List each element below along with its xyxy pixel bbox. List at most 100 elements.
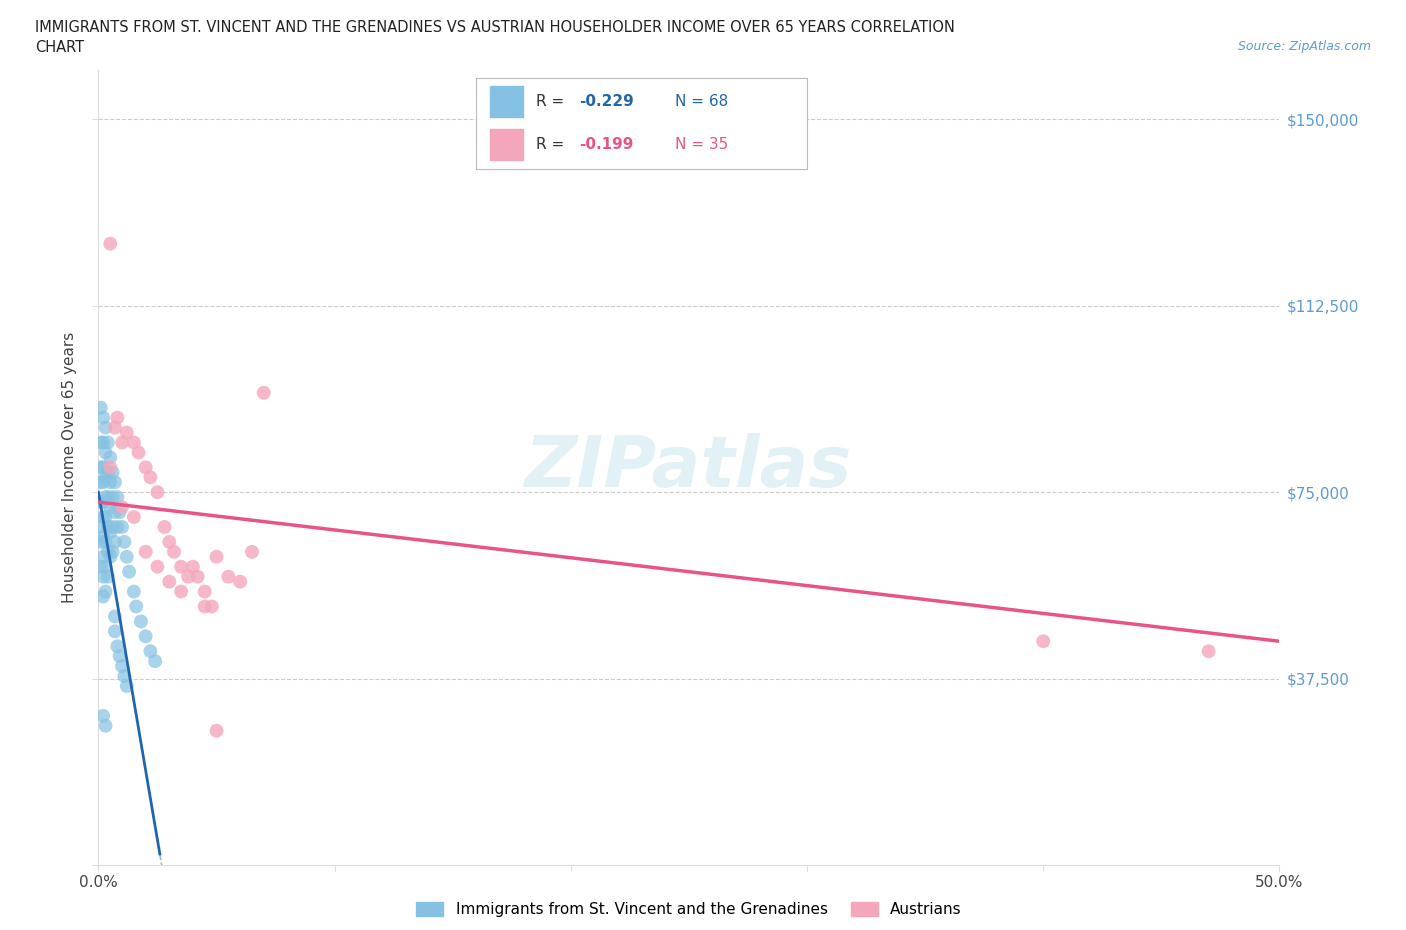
Point — [98, 550, 121, 565]
Point — [139, 470, 162, 485]
Point — [135, 544, 157, 559]
Point — [139, 644, 162, 658]
Point — [181, 559, 204, 574]
Text: Source: ZipAtlas.com: Source: ZipAtlas.com — [1237, 40, 1371, 53]
Point — [205, 724, 228, 738]
Point — [111, 520, 134, 535]
Point — [101, 490, 124, 505]
Point — [90, 559, 112, 574]
Point — [253, 385, 276, 400]
Point — [91, 510, 114, 525]
Point — [108, 505, 131, 520]
Point — [105, 410, 128, 425]
Text: CHART: CHART — [35, 40, 84, 55]
Point — [97, 544, 120, 559]
Legend: Immigrants from St. Vincent and the Grenadines, Austrians: Immigrants from St. Vincent and the Gren… — [416, 902, 962, 917]
Point — [98, 450, 121, 465]
Point — [91, 475, 114, 490]
Point — [146, 559, 169, 574]
Point — [91, 495, 114, 510]
Point — [91, 435, 114, 450]
Point — [98, 236, 121, 251]
Point — [105, 639, 128, 654]
Point — [153, 520, 176, 535]
Point — [104, 420, 127, 435]
Point — [94, 718, 117, 733]
Point — [97, 490, 120, 505]
Point — [101, 544, 124, 559]
Point — [104, 505, 127, 520]
Point — [205, 550, 228, 565]
Point — [201, 599, 224, 614]
Point — [104, 624, 127, 639]
Point — [112, 535, 135, 550]
Point — [98, 499, 121, 514]
Point — [94, 470, 117, 485]
Point — [90, 520, 112, 535]
Point — [91, 550, 114, 565]
Point — [118, 565, 141, 579]
Point — [135, 629, 157, 644]
Point — [170, 559, 193, 574]
Point — [111, 435, 134, 450]
Point — [229, 574, 252, 589]
Point — [217, 569, 239, 584]
Point — [104, 475, 127, 490]
Text: ZIPatlas: ZIPatlas — [526, 432, 852, 502]
Point — [125, 599, 148, 614]
Point — [90, 400, 112, 415]
Point — [97, 569, 120, 584]
Point — [101, 520, 124, 535]
Point — [98, 475, 121, 490]
Point — [115, 425, 138, 440]
Point — [163, 544, 186, 559]
Point — [94, 559, 117, 574]
Point — [177, 569, 200, 584]
Point — [157, 535, 180, 550]
Point — [91, 589, 114, 604]
Point — [128, 445, 150, 459]
Point — [143, 654, 166, 669]
Point — [94, 420, 117, 435]
Point — [91, 410, 114, 425]
Point — [194, 599, 217, 614]
Point — [170, 584, 193, 599]
Point — [97, 435, 120, 450]
Point — [108, 649, 131, 664]
Point — [115, 679, 138, 694]
Point — [157, 574, 180, 589]
Point — [129, 614, 152, 629]
Point — [98, 460, 121, 475]
Point — [94, 490, 117, 505]
Point — [146, 485, 169, 499]
Point — [111, 499, 134, 514]
Point — [240, 544, 263, 559]
Point — [105, 490, 128, 505]
Point — [90, 475, 112, 490]
Point — [90, 495, 112, 510]
Point — [122, 510, 145, 525]
Point — [104, 609, 127, 624]
Point — [97, 465, 120, 480]
Point — [90, 535, 112, 550]
Point — [187, 569, 209, 584]
Point — [112, 669, 135, 684]
Point — [91, 709, 114, 724]
Point — [91, 569, 114, 584]
Point — [91, 460, 114, 475]
Point — [98, 525, 121, 539]
Y-axis label: Householder Income Over 65 years: Householder Income Over 65 years — [62, 332, 77, 603]
Point — [94, 510, 117, 525]
Point — [115, 550, 138, 565]
Point — [90, 460, 112, 475]
Point — [94, 445, 117, 459]
Point — [1032, 634, 1054, 649]
Point — [91, 529, 114, 544]
Point — [122, 435, 145, 450]
Point — [101, 465, 124, 480]
Point — [1198, 644, 1220, 658]
Point — [105, 520, 128, 535]
Point — [90, 435, 112, 450]
Point — [135, 460, 157, 475]
Point — [194, 584, 217, 599]
